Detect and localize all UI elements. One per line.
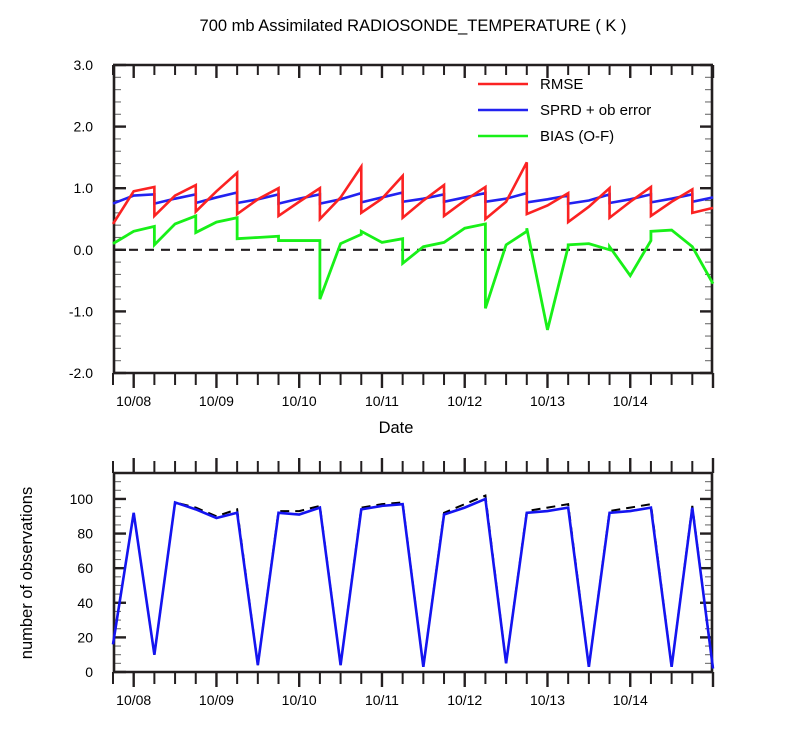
y-tick-label: 60 [77, 560, 93, 576]
x-tick-label: 10/09 [199, 393, 234, 409]
y-axis-label-observations: number of observations [18, 487, 36, 659]
legend-label-rmse: RMSE [540, 76, 583, 93]
x-tick-label: 10/08 [116, 393, 151, 409]
x-tick-label: 10/13 [530, 692, 565, 708]
x-tick-label: 10/08 [116, 692, 151, 708]
y-tick-label: 20 [77, 629, 93, 645]
x-tick-label: 10/12 [447, 393, 482, 409]
x-tick-label: 10/10 [282, 692, 317, 708]
y-tick-label: 3.0 [74, 57, 94, 73]
legend-label-sprd: SPRD + ob error [540, 102, 651, 119]
y-tick-label: 1.0 [74, 180, 94, 196]
y-tick-label: -2.0 [69, 365, 93, 381]
y-tick-label: 100 [70, 491, 94, 507]
y-tick-label: 40 [77, 595, 93, 611]
x-tick-label: 10/11 [365, 692, 399, 708]
y-tick-label: 0 [85, 664, 93, 680]
x-tick-label: 10/10 [282, 393, 317, 409]
y-tick-label: 2.0 [74, 119, 94, 135]
x-axis-label: Date [379, 419, 414, 437]
y-tick-label: 80 [77, 526, 93, 542]
x-tick-label: 10/11 [365, 393, 399, 409]
x-tick-label: 10/12 [447, 692, 482, 708]
y-tick-label: 0.0 [74, 242, 94, 258]
chart-title: 700 mb Assimilated RADIOSONDE_TEMPERATUR… [200, 17, 627, 35]
x-tick-label: 10/14 [613, 692, 648, 708]
chart-canvas: 700 mb Assimilated RADIOSONDE_TEMPERATUR… [0, 0, 800, 750]
x-tick-label: 10/14 [613, 393, 648, 409]
figure-container: 700 mb Assimilated RADIOSONDE_TEMPERATUR… [0, 0, 800, 750]
x-tick-label: 10/09 [199, 692, 234, 708]
y-tick-label: -1.0 [69, 303, 93, 319]
legend-label-bias: BIAS (O-F) [540, 128, 614, 145]
x-tick-label: 10/13 [530, 393, 565, 409]
